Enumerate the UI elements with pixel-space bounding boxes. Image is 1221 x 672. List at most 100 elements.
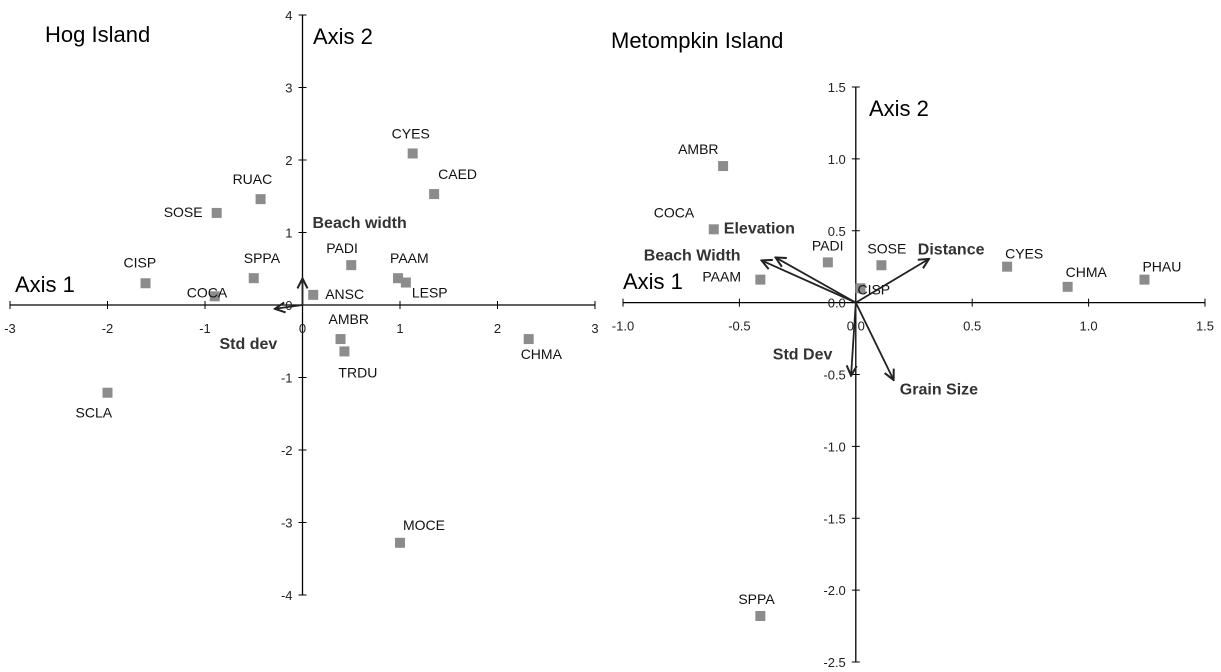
vector-label-distance: Distance xyxy=(918,242,985,259)
y-tick-label: 3 xyxy=(285,81,292,96)
point-paam xyxy=(755,274,766,285)
point-chma xyxy=(523,334,534,345)
point-cisp xyxy=(140,278,151,289)
hog-island-panel: Hog Island Axis 1 Axis 2 -3 -2 -1 0 1 2 3 4 3 2 1 0… xyxy=(4,8,598,603)
point-scla xyxy=(102,387,113,398)
y-tick-label: 1.5 xyxy=(828,80,846,95)
point-label-sppa: SPPA xyxy=(738,591,775,607)
point-label-paam: PAAM xyxy=(390,250,429,266)
point-label-ambr: AMBR xyxy=(678,141,718,157)
x-tick-label: 3 xyxy=(591,321,598,336)
vector-distance xyxy=(855,260,928,304)
vector-label-std-dev: Std dev xyxy=(220,336,278,353)
vector-label-beach-width: Beach width xyxy=(313,215,407,232)
y-tick-label: -1 xyxy=(281,371,293,386)
point-paam xyxy=(393,273,404,284)
point-label-sose: SOSE xyxy=(164,204,203,220)
point-padi xyxy=(822,257,833,268)
x-tick-label: 1 xyxy=(396,321,403,336)
point-label-padi: PADI xyxy=(812,237,844,253)
point-label-padi: PADI xyxy=(326,240,358,256)
point-label-coca: COCA xyxy=(187,284,228,300)
vector-label-std-dev: Std Dev xyxy=(773,347,833,364)
hog-island-title: Hog Island xyxy=(45,22,150,47)
point-chma xyxy=(1062,281,1073,292)
point-label-phau: PHAU xyxy=(1142,259,1181,275)
x-tick-label: 0.5 xyxy=(963,319,981,334)
point-label-cyes: CYES xyxy=(1005,246,1043,262)
y-tick-label: -2 xyxy=(281,443,293,458)
metompkin-island-panel: Metompkin Island Axis 1 Axis 2 -1.0 -0.5 0… xyxy=(611,28,1214,670)
point-label-coca: COCA xyxy=(654,204,695,220)
x-tick-label: 0 xyxy=(299,321,306,336)
y-tick-label: -1.0 xyxy=(823,439,845,454)
point-label-paam: PAAM xyxy=(702,269,741,285)
y-tick-label: 0 xyxy=(285,298,292,313)
hog-x-axis-label: Axis 1 xyxy=(15,272,75,297)
point-label-cisp: CISP xyxy=(857,281,890,297)
x-tick-label: 2 xyxy=(494,321,501,336)
point-cyes xyxy=(1002,261,1013,272)
point-sose xyxy=(211,207,222,218)
y-tick-label: 0.0 xyxy=(828,296,846,311)
x-tick-label: 0.0 xyxy=(847,319,865,334)
point-label-sppa: SPPA xyxy=(244,250,281,266)
point-ruac xyxy=(255,194,266,205)
vector-label-elevation: Elevation xyxy=(724,221,795,238)
point-sppa xyxy=(755,611,766,621)
point-label-lesp: LESP xyxy=(412,285,448,301)
y-tick-label: 0.5 xyxy=(828,224,846,239)
point-ambr xyxy=(718,161,729,172)
point-label-ruac: RUAC xyxy=(233,171,273,187)
point-trdu xyxy=(339,346,350,357)
point-label-caed: CAED xyxy=(438,166,477,182)
x-tick-label: -2 xyxy=(102,321,114,336)
point-ansc xyxy=(308,289,319,300)
y-tick-label: -0.5 xyxy=(823,368,845,383)
vector-beach-width xyxy=(763,261,857,304)
y-tick-label: 2 xyxy=(285,153,292,168)
vector-std-dev xyxy=(851,302,856,375)
vector-grain-size xyxy=(854,302,893,379)
point-lesp xyxy=(400,277,411,288)
x-tick-label: -1.0 xyxy=(612,319,634,334)
vector-elevation xyxy=(777,258,857,304)
y-tick-label: 4 xyxy=(285,8,292,23)
vector-label-grain-size: Grain Size xyxy=(900,382,978,399)
point-ambr xyxy=(335,334,346,345)
x-tick-label: -0.5 xyxy=(728,319,750,334)
y-tick-label: -1.5 xyxy=(823,511,845,526)
point-sose xyxy=(876,260,887,271)
vector-std-dev xyxy=(276,305,303,309)
y-tick-label: 1 xyxy=(285,226,292,241)
point-label-ambr: AMBR xyxy=(329,311,369,327)
point-coca xyxy=(708,224,719,235)
point-sppa xyxy=(248,273,259,284)
metompkin-island-title: Metompkin Island xyxy=(611,28,783,53)
hog-y-axis-label: Axis 2 xyxy=(313,24,373,49)
x-tick-label: 1.5 xyxy=(1196,319,1214,334)
point-label-chma: CHMA xyxy=(1066,264,1108,280)
x-tick-label: -1 xyxy=(199,321,211,336)
point-phau xyxy=(1139,274,1150,285)
point-label-chma: CHMA xyxy=(521,346,563,362)
y-tick-label: -2.0 xyxy=(823,583,845,598)
point-moce xyxy=(395,537,405,548)
point-cisp xyxy=(855,283,866,294)
y-tick-label: -4 xyxy=(281,588,293,603)
metompkin-y-axis-label: Axis 2 xyxy=(869,96,929,121)
vector-label-beach-width: Beach Width xyxy=(644,248,741,265)
point-label-trdu: TRDU xyxy=(338,364,377,380)
point-label-cisp: CISP xyxy=(124,254,157,270)
point-label-ansc: ANSC xyxy=(325,286,364,302)
point-coca xyxy=(209,291,220,302)
point-padi xyxy=(346,260,357,271)
point-label-cyes: CYES xyxy=(392,125,430,141)
x-tick-label: 1.0 xyxy=(1080,319,1098,334)
x-tick-label: -3 xyxy=(4,321,16,336)
point-caed xyxy=(429,189,440,200)
point-cyes xyxy=(407,148,418,159)
y-tick-label: 1.0 xyxy=(828,152,846,167)
y-tick-label: -2.5 xyxy=(823,655,845,670)
